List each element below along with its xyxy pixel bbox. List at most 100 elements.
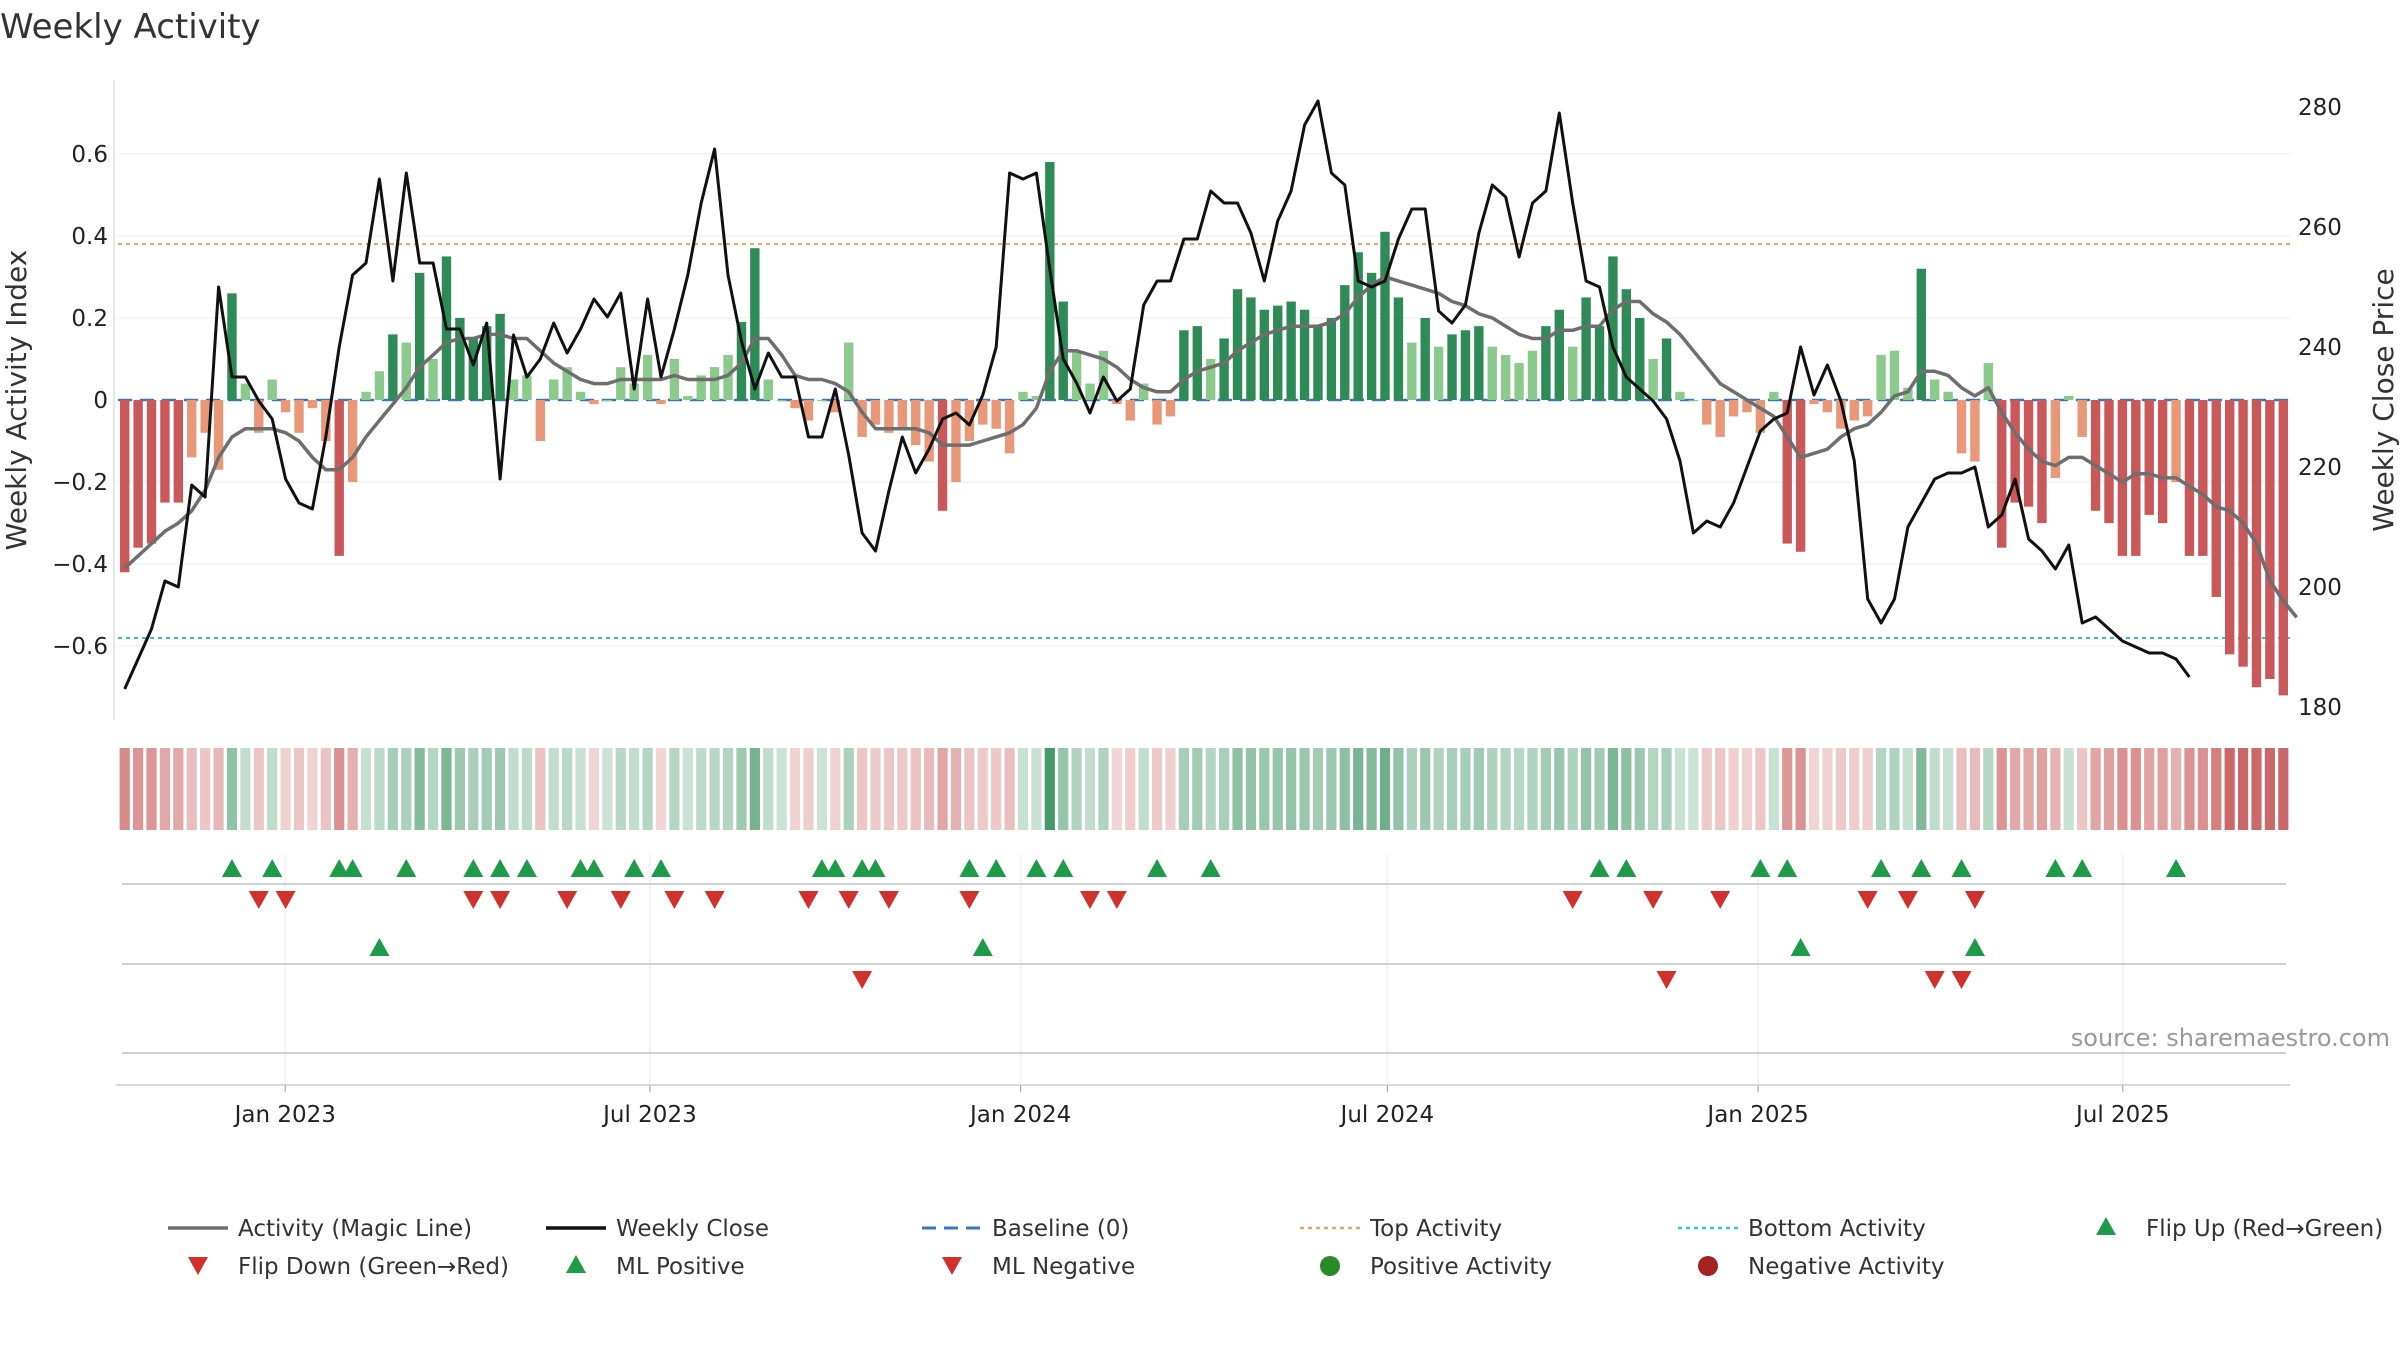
heat-cell [1192, 748, 1203, 830]
activity-bar [2157, 400, 2168, 524]
activity-bar [1715, 400, 1725, 437]
heat-cell [2010, 748, 2021, 830]
activity-bar [2224, 400, 2235, 655]
activity-bar [1862, 400, 1873, 417]
heat-cell [401, 748, 412, 830]
heat-cell [1916, 748, 1927, 830]
x-tick-label: Jan 2023 [233, 1102, 336, 1128]
activity-bar [911, 400, 921, 446]
heat-cell [1715, 748, 1726, 830]
heat-cell [1058, 748, 1069, 830]
activity-bar [1755, 400, 1766, 433]
flip-down-marker [838, 891, 859, 909]
activity-bar [2238, 400, 2248, 667]
heat-cell [1487, 748, 1498, 830]
flip-down-marker [664, 891, 685, 909]
heat-cell [374, 748, 385, 830]
activity-bar [723, 354, 733, 400]
heat-cell [709, 748, 720, 830]
heat-cell [1326, 748, 1337, 830]
heat-cell [2278, 748, 2289, 830]
activity-bar [1460, 330, 1471, 400]
heat-cell [133, 748, 144, 830]
heat-cell [1259, 748, 1270, 830]
flip-up-marker [262, 859, 283, 877]
right-tick-label: 280 [2298, 95, 2342, 121]
activity-bar [1045, 162, 1055, 400]
activity-bar [361, 391, 371, 400]
activity-bar [414, 272, 425, 400]
heat-cell [1393, 748, 1404, 830]
activity-bar [535, 400, 546, 442]
heat-cell [1581, 748, 1592, 830]
heat-cell [1661, 748, 1672, 830]
flip-down-marker [1964, 891, 1985, 909]
activity-bar [1259, 309, 1270, 400]
activity-bar [763, 379, 773, 400]
flip-up-marker [221, 859, 242, 877]
activity-bar [1983, 363, 1994, 400]
left-tick-label: 0 [93, 388, 108, 414]
activity-bar [2104, 400, 2114, 524]
heat-cell [1996, 748, 2007, 830]
chart-title: Weekly Activity [0, 7, 261, 47]
legend-item: Flip Down (Green→Red) [188, 1254, 509, 1280]
legend-item: Weekly Close [546, 1216, 769, 1242]
activity-bar [1742, 400, 1752, 413]
activity-bar [307, 400, 318, 409]
flip-up-marker [1589, 859, 1610, 877]
red-triangle-down-icon [942, 1257, 962, 1275]
activity-bar [1393, 297, 1404, 400]
heat-cell [1232, 748, 1243, 830]
heat-cell [293, 748, 305, 830]
left-tick-label: −0.6 [52, 634, 108, 660]
heat-cell [2184, 748, 2195, 830]
heat-cell [1875, 748, 1887, 830]
activity-bar [495, 313, 505, 400]
flip-up-marker [570, 859, 591, 877]
legend-label: Flip Down (Green→Red) [238, 1254, 509, 1280]
heat-cell [1125, 748, 1136, 830]
flip-up-marker [1951, 859, 1972, 877]
activity-bar [897, 400, 908, 429]
heat-cell [320, 748, 331, 830]
activity-bar [1581, 297, 1591, 400]
heat-cell [1648, 748, 1659, 830]
activity-bar [2064, 395, 2074, 400]
heat-cell [495, 748, 506, 830]
heat-cell [991, 748, 1002, 830]
heat-cell [200, 748, 211, 830]
heat-cell [226, 748, 238, 830]
heat-cell [1044, 748, 1055, 830]
series-lines [123, 99, 2299, 690]
reference-lines [118, 243, 2290, 639]
heat-cell [575, 748, 586, 830]
activity-bar [1836, 400, 1846, 429]
activity-bar [642, 354, 653, 400]
activity-bar [1286, 301, 1296, 400]
activity-bar [656, 400, 666, 405]
heat-cell [1460, 748, 1471, 830]
flip-up-marker [2072, 859, 2093, 877]
legend-item: Activity (Magic Line) [168, 1216, 472, 1242]
heat-cell [1004, 748, 1015, 830]
heat-cell [307, 748, 318, 830]
red-triangle-down-icon [188, 1257, 208, 1275]
flip-down-marker [1562, 891, 1583, 909]
flip-down-marker [610, 891, 631, 909]
activity-bar [2050, 400, 2061, 478]
flip-up-marker [865, 859, 886, 877]
heat-cell [508, 748, 519, 830]
activity-bar [1085, 383, 1095, 400]
heat-cell [1379, 748, 1391, 830]
flip-up-marker [986, 859, 1007, 877]
activity-bar [2265, 400, 2275, 679]
heat-cell [776, 748, 787, 830]
heat-cell [763, 748, 774, 830]
right-tick-label: 260 [2298, 215, 2342, 241]
activity-bar [1608, 256, 1618, 400]
legend-label: Flip Up (Red→Green) [2146, 1216, 2383, 1242]
activity-bar [817, 400, 827, 401]
heat-cell [1607, 748, 1619, 830]
heat-cell [1701, 748, 1712, 830]
